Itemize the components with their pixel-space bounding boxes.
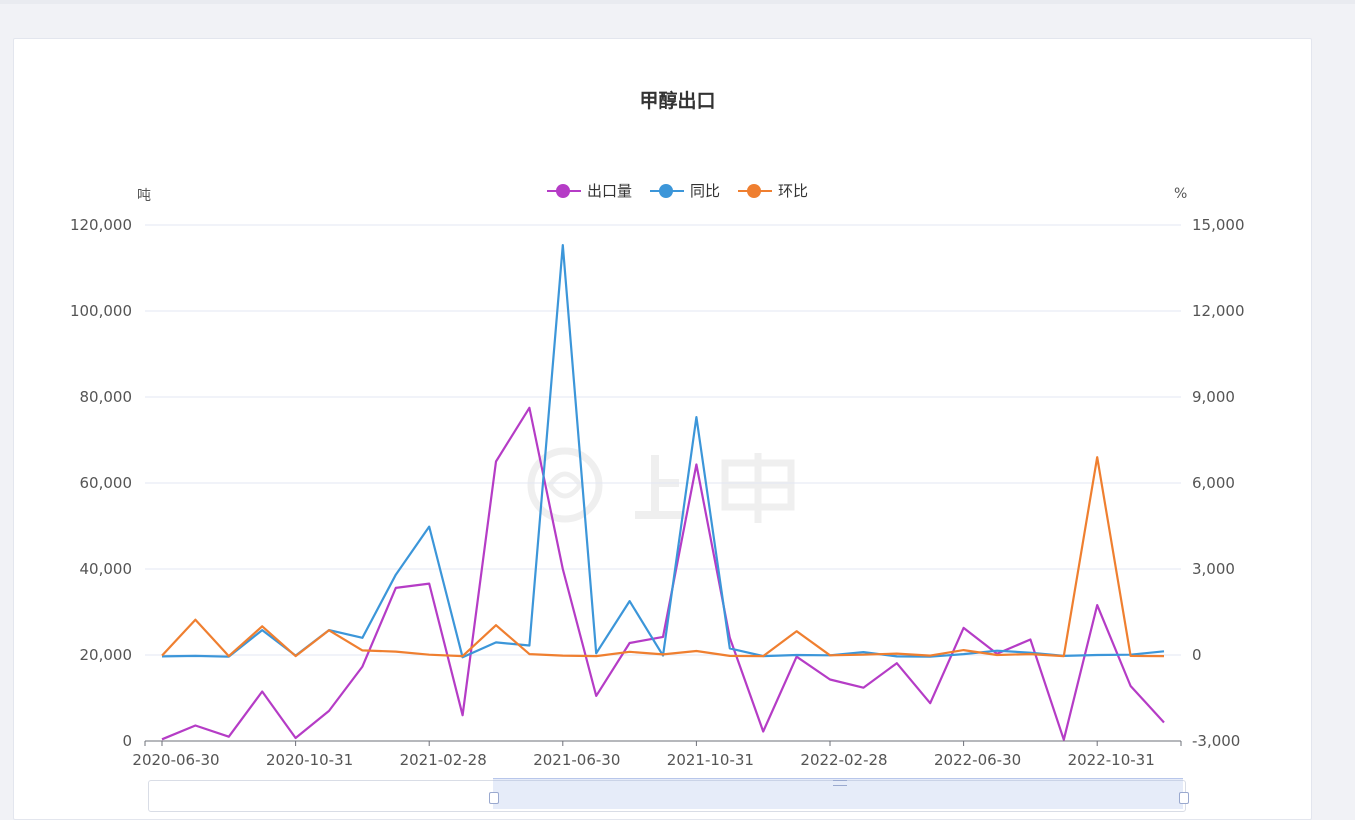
y-left-tick-label: 120,000 [70, 216, 132, 234]
legend-item-yoy[interactable]: 同比 [649, 180, 720, 201]
series-lines [161, 244, 1165, 741]
x-tick-label: 2022-02-28 [800, 751, 887, 769]
x-tick-label: 2020-06-30 [132, 751, 219, 769]
y-left-tick-label: 20,000 [80, 646, 133, 664]
legend-item-export-volume[interactable]: 出口量 [546, 180, 632, 201]
legend-item-mom[interactable]: 环比 [738, 180, 808, 201]
top-bar [0, 0, 1355, 4]
x-tick-label: 2020-10-31 [266, 751, 353, 769]
legend-marker-icon [649, 183, 684, 198]
y-right-tick-label: 0 [1192, 646, 1202, 664]
x-tick-label: 2022-06-30 [934, 751, 1021, 769]
y-right-tick-label: 6,000 [1192, 474, 1235, 492]
y-right-tick-label: -3,000 [1192, 732, 1240, 750]
datazoom-grip-icon[interactable] [833, 780, 847, 786]
y-left-tick-label: 80,000 [80, 388, 133, 406]
left-axis-unit: 吨 [137, 188, 151, 204]
y-left-tick-label: 0 [122, 732, 132, 750]
y-left-tick-label: 60,000 [80, 474, 133, 492]
legend-label: 环比 [778, 182, 809, 200]
y-right-tick-label: 9,000 [1192, 388, 1235, 406]
x-tick-label: 2021-10-31 [667, 751, 754, 769]
legend-marker-icon [546, 183, 581, 198]
axes: 0 -3,000 20,000 0 40,000 3,000 60,000 6,000 80,0… [70, 216, 1245, 769]
right-axis-unit: % [1174, 186, 1188, 202]
watermark-logo [527, 447, 795, 523]
y-right-tick-label: 15,000 [1192, 216, 1245, 234]
y-left-tick-label: 40,000 [80, 560, 133, 578]
y-right-tick-label: 3,000 [1192, 560, 1235, 578]
y-left-tick-label: 100,000 [70, 302, 132, 320]
grid-lines [145, 224, 1181, 656]
legend-marker-icon [738, 183, 772, 198]
chart-title: 甲醇出口 [639, 90, 716, 112]
legend-label: 同比 [689, 182, 720, 200]
datazoom-handle-left[interactable] [489, 792, 499, 804]
series-line-1 [161, 244, 1165, 659]
legend: 出口量 同比 环比 [0, 180, 1355, 201]
datazoom-handle-right[interactable] [1179, 792, 1189, 804]
series-line-2 [161, 456, 1165, 658]
x-tick-label: 2022-10-31 [1068, 751, 1155, 769]
chart-card [13, 38, 1312, 820]
y-right-tick-label: 12,000 [1192, 302, 1245, 320]
chart-canvas: 0 -3,000 20,000 0 40,000 3,000 60,000 6,000 80,0… [70, 216, 1245, 769]
series-line-0 [161, 406, 1165, 741]
x-tick-label: 2021-06-30 [533, 751, 620, 769]
legend-label: 出口量 [586, 182, 632, 200]
x-tick-label: 2021-02-28 [400, 751, 487, 769]
